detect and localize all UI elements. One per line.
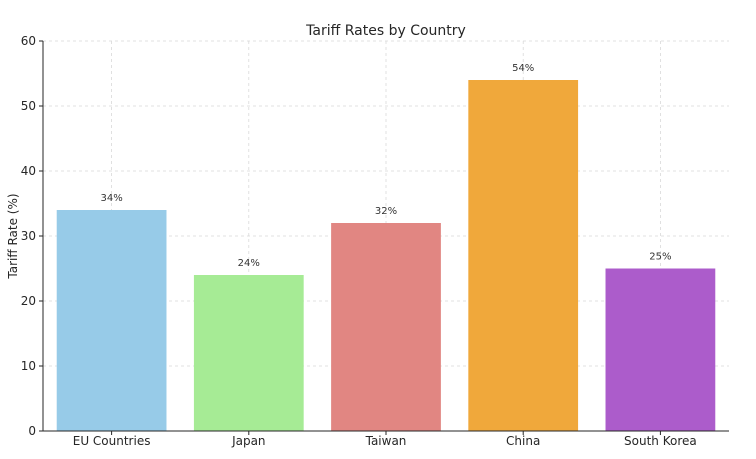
y-tick-label: 30 <box>21 229 36 243</box>
y-tick-label: 10 <box>21 359 36 373</box>
data-label: 24% <box>238 258 260 269</box>
y-tick-label: 50 <box>21 99 36 113</box>
bar-eu-countries <box>56 210 167 431</box>
x-tick-label: Taiwan <box>365 434 407 448</box>
data-label: 25% <box>649 252 671 263</box>
data-label: 34% <box>100 193 122 204</box>
x-tick-label: EU Countries <box>73 434 151 448</box>
y-tick-label: 60 <box>21 34 36 48</box>
y-axis-label: Tariff Rate (%) <box>6 193 20 279</box>
bar-china <box>468 80 579 431</box>
x-tick-label: Japan <box>231 434 265 448</box>
data-label: 54% <box>512 63 534 74</box>
y-tick-label: 20 <box>21 294 36 308</box>
chart-title: Tariff Rates by Country <box>305 23 466 39</box>
x-tick-label: China <box>506 434 540 448</box>
x-tick-label: South Korea <box>624 434 697 448</box>
bar-south-korea <box>605 268 716 431</box>
data-label: 32% <box>375 206 397 217</box>
labels: 0 10 20 30 40 50 60 EU Countries 34% Japan 24% Taiw… <box>21 34 697 448</box>
bars <box>56 80 716 431</box>
y-tick-label: 40 <box>21 164 36 178</box>
bar-taiwan <box>331 223 441 431</box>
axes <box>39 40 729 435</box>
y-tick-label: 0 <box>28 424 36 438</box>
bar-japan <box>193 275 304 431</box>
